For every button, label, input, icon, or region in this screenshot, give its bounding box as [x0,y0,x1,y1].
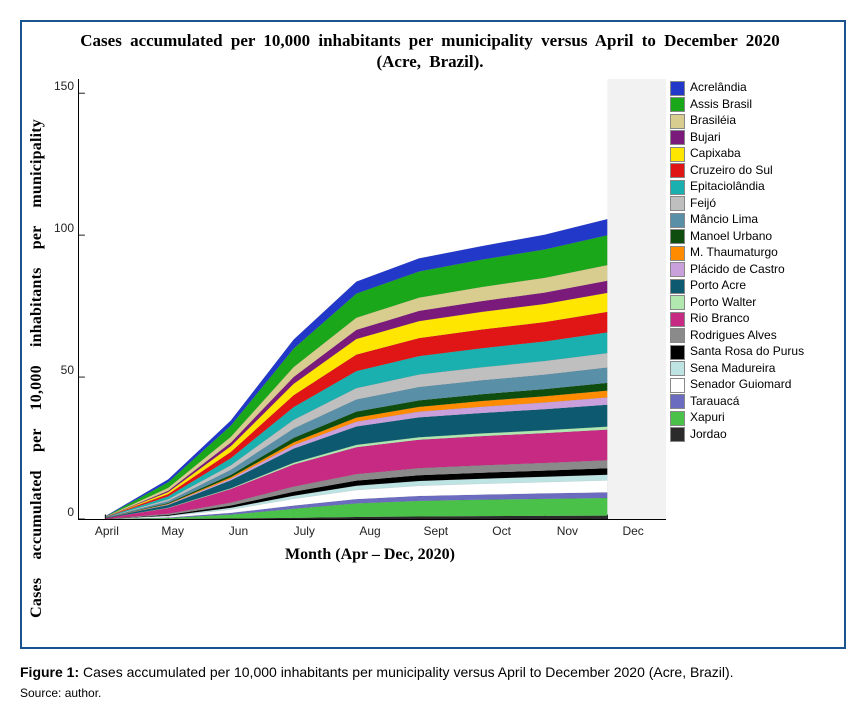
plot-area [78,79,666,520]
legend-label: Mâncio Lima [690,213,758,226]
legend-item: Xapuri [670,411,832,426]
x-tick: April [74,524,140,538]
legend-item: Capixaba [670,147,832,162]
legend-label: Xapuri [690,411,725,424]
y-axis-label: Cases accumulated per 10,000 inhabitants… [28,79,46,638]
chart-body: Cases accumulated per 10,000 inhabitants… [28,79,832,638]
chart-title: Cases accumulated per 10,000 inhabitants… [68,30,792,73]
legend-swatch [670,163,685,178]
legend-item: Mâncio Lima [670,213,832,228]
legend: Acrelândia Assis Brasil Brasiléia Bujari Cap… [670,81,832,638]
legend-swatch [670,130,685,145]
x-tick: Aug [337,524,403,538]
legend-label: Cruzeiro do Sul [690,164,773,177]
legend-label: Bujari [690,131,721,144]
legend-label: Feijó [690,197,716,210]
x-axis-label: Month (Apr – Dec, 2020) [74,546,666,564]
legend-label: Jordao [690,428,727,441]
x-tick: Jun [206,524,272,538]
legend-swatch [670,147,685,162]
y-axis-ticks: 0 50 100 150 [46,79,78,519]
x-tick: May [140,524,206,538]
legend-item: Acrelândia [670,81,832,96]
legend-swatch [670,345,685,360]
x-tick: Sept [403,524,469,538]
plot-row: 0 50 100 150 [46,79,666,520]
legend-label: Brasiléia [690,114,736,127]
caption-label: Figure 1: [20,664,79,680]
legend-swatch [670,328,685,343]
legend-label: Porto Walter [690,296,756,309]
legend-item: Jordao [670,427,832,442]
legend-label: Epitaciolândia [690,180,765,193]
legend-swatch [670,213,685,228]
legend-item: Brasiléia [670,114,832,129]
stacked-area-svg [79,79,666,519]
legend-swatch [670,196,685,211]
chart-frame: Cases accumulated per 10,000 inhabitants… [20,20,846,649]
legend-item: Senador Guiomard [670,378,832,393]
y-tick: 100 [46,221,74,235]
x-tick: Dec [600,524,666,538]
legend-item: Bujari [670,130,832,145]
legend-label: Tarauacá [690,395,739,408]
figure-source: Source: author. [20,686,846,700]
legend-swatch [670,378,685,393]
legend-swatch [670,262,685,277]
legend-item: Feijó [670,196,832,211]
x-axis-ticks: AprilMayJunJulyAugSeptOctNovDec [74,524,666,538]
legend-swatch [670,246,685,261]
legend-swatch [670,180,685,195]
legend-label: Assis Brasil [690,98,752,111]
legend-item: Santa Rosa do Purus [670,345,832,360]
legend-swatch [670,279,685,294]
legend-swatch [670,114,685,129]
legend-swatch [670,411,685,426]
plot-column: 0 50 100 150 AprilMayJunJulyAugSeptOctNovDe… [46,79,666,638]
legend-label: Santa Rosa do Purus [690,345,804,358]
x-tick: Oct [469,524,535,538]
legend-item: Rio Branco [670,312,832,327]
legend-swatch [670,312,685,327]
legend-swatch [670,97,685,112]
legend-label: M. Thaumaturgo [690,246,778,259]
legend-item: Epitaciolândia [670,180,832,195]
legend-item: Assis Brasil [670,97,832,112]
legend-swatch [670,81,685,96]
x-tick: July [271,524,337,538]
legend-label: Porto Acre [690,279,746,292]
legend-item: Porto Walter [670,295,832,310]
y-tick: 0 [46,505,74,519]
legend-label: Manoel Urbano [690,230,772,243]
legend-item: Porto Acre [670,279,832,294]
legend-item: Plácido de Castro [670,262,832,277]
legend-swatch [670,229,685,244]
legend-label: Sena Madureira [690,362,775,375]
legend-label: Acrelândia [690,81,747,94]
legend-item: Cruzeiro do Sul [670,163,832,178]
legend-item: Manoel Urbano [670,229,832,244]
legend-label: Capixaba [690,147,741,160]
x-tick: Nov [534,524,600,538]
legend-label: Rodrigues Alves [690,329,777,342]
legend-label: Plácido de Castro [690,263,785,276]
legend-item: Rodrigues Alves [670,328,832,343]
legend-swatch [670,427,685,442]
legend-label: Rio Branco [690,312,749,325]
legend-item: Tarauacá [670,394,832,409]
legend-swatch [670,295,685,310]
y-tick: 50 [46,363,74,377]
legend-swatch [670,394,685,409]
legend-item: Sena Madureira [670,361,832,376]
legend-label: Senador Guiomard [690,378,791,391]
legend-swatch [670,361,685,376]
caption-text: Cases accumulated per 10,000 inhabitants… [83,664,734,680]
figure-caption: Figure 1: Cases accumulated per 10,000 i… [20,663,846,682]
y-tick: 150 [46,79,74,93]
legend-item: M. Thaumaturgo [670,246,832,261]
